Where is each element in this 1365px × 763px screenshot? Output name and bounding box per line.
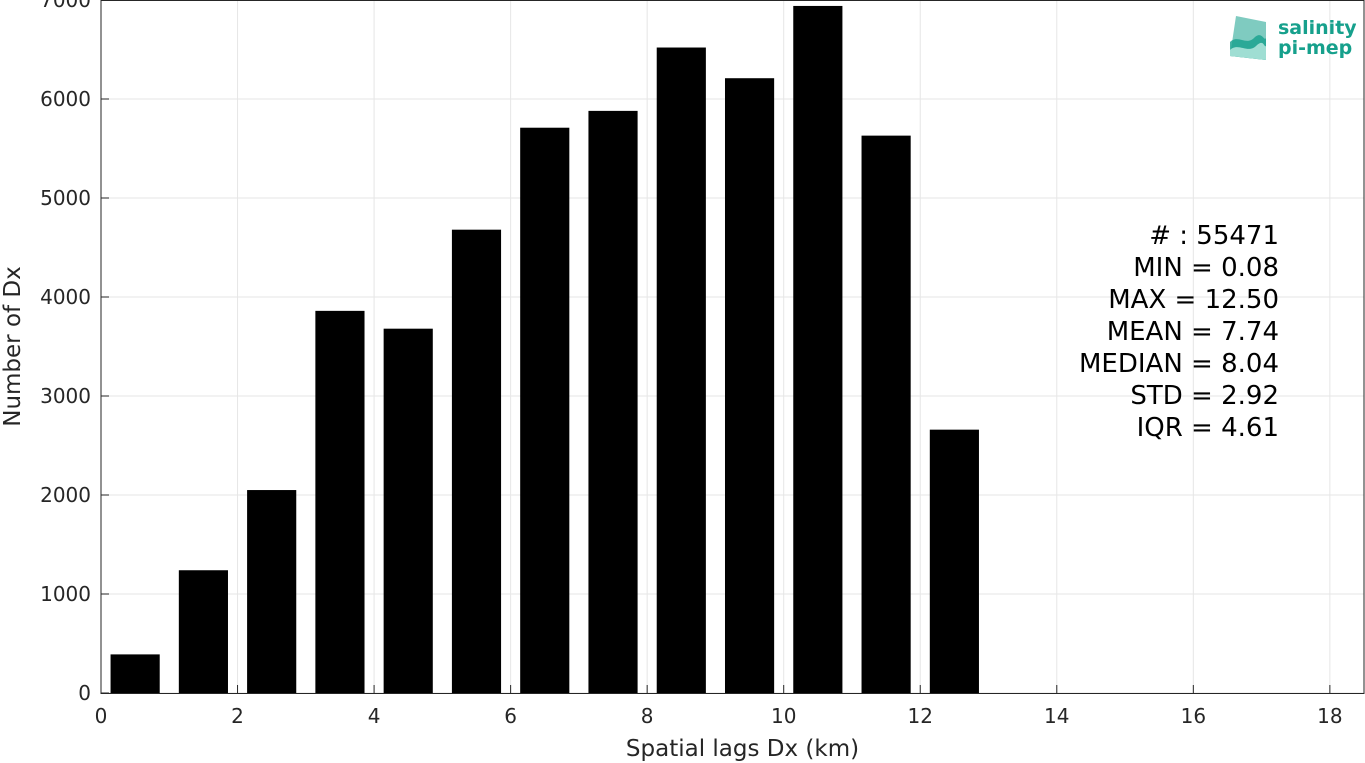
bar <box>793 5 843 693</box>
y-tick-label: 0 <box>78 681 91 705</box>
bar <box>247 490 297 693</box>
x-tick-label: 14 <box>1044 704 1069 728</box>
stat-line: # : 55471 <box>1149 221 1279 251</box>
x-axis-label: Spatial lags Dx (km) <box>626 736 859 762</box>
x-tick-label: 2 <box>231 704 244 728</box>
x-tick-label: 10 <box>771 704 796 728</box>
logo-wave-icon <box>1230 16 1266 60</box>
stat-line: MEAN = 7.74 <box>1107 317 1279 347</box>
bar <box>724 78 775 693</box>
bar <box>588 110 638 693</box>
logo-line2: pi-mep <box>1278 37 1352 59</box>
stat-line: IQR = 4.61 <box>1137 413 1279 443</box>
x-tick-label: 16 <box>1181 704 1206 728</box>
bar <box>178 570 228 693</box>
bar <box>110 654 160 693</box>
y-tick-label: 3000 <box>40 384 91 408</box>
plot-frame <box>100 0 1365 694</box>
logo-line1: salinity <box>1278 17 1356 39</box>
ticks: 0 2 4 6 8 10 12 14 16 18 0 1000 2000 3000 4000 5000 6000… <box>40 0 1343 728</box>
y-tick-label: 5000 <box>40 186 91 210</box>
bar <box>656 47 706 693</box>
x-tick-label: 4 <box>368 704 381 728</box>
stat-line: MEDIAN = 8.04 <box>1079 349 1279 379</box>
y-axis-label: Number of Dx <box>0 266 26 427</box>
bar <box>520 127 570 693</box>
bar <box>929 429 979 693</box>
y-tick-label: 2000 <box>40 483 91 507</box>
x-tick-label: 0 <box>95 704 108 728</box>
x-tick-label: 6 <box>504 704 517 728</box>
bar <box>315 310 365 693</box>
bar <box>383 328 433 693</box>
salinity-pi-mep-logo: salinity pi-mep <box>1230 16 1356 60</box>
bars <box>110 5 979 693</box>
y-tick-label: 6000 <box>40 87 91 111</box>
x-tick-label: 18 <box>1317 704 1342 728</box>
x-tick-label: 8 <box>641 704 654 728</box>
y-tick-label: 1000 <box>40 582 91 606</box>
bar <box>861 135 911 693</box>
bar <box>451 229 502 693</box>
stat-line: STD = 2.92 <box>1130 381 1279 411</box>
stat-line: MAX = 12.50 <box>1108 285 1279 315</box>
y-tick-label: 4000 <box>40 285 91 309</box>
y-tick-label: 7000 <box>40 0 91 12</box>
stat-line: MIN = 0.08 <box>1133 253 1279 283</box>
x-tick-label: 12 <box>908 704 933 728</box>
